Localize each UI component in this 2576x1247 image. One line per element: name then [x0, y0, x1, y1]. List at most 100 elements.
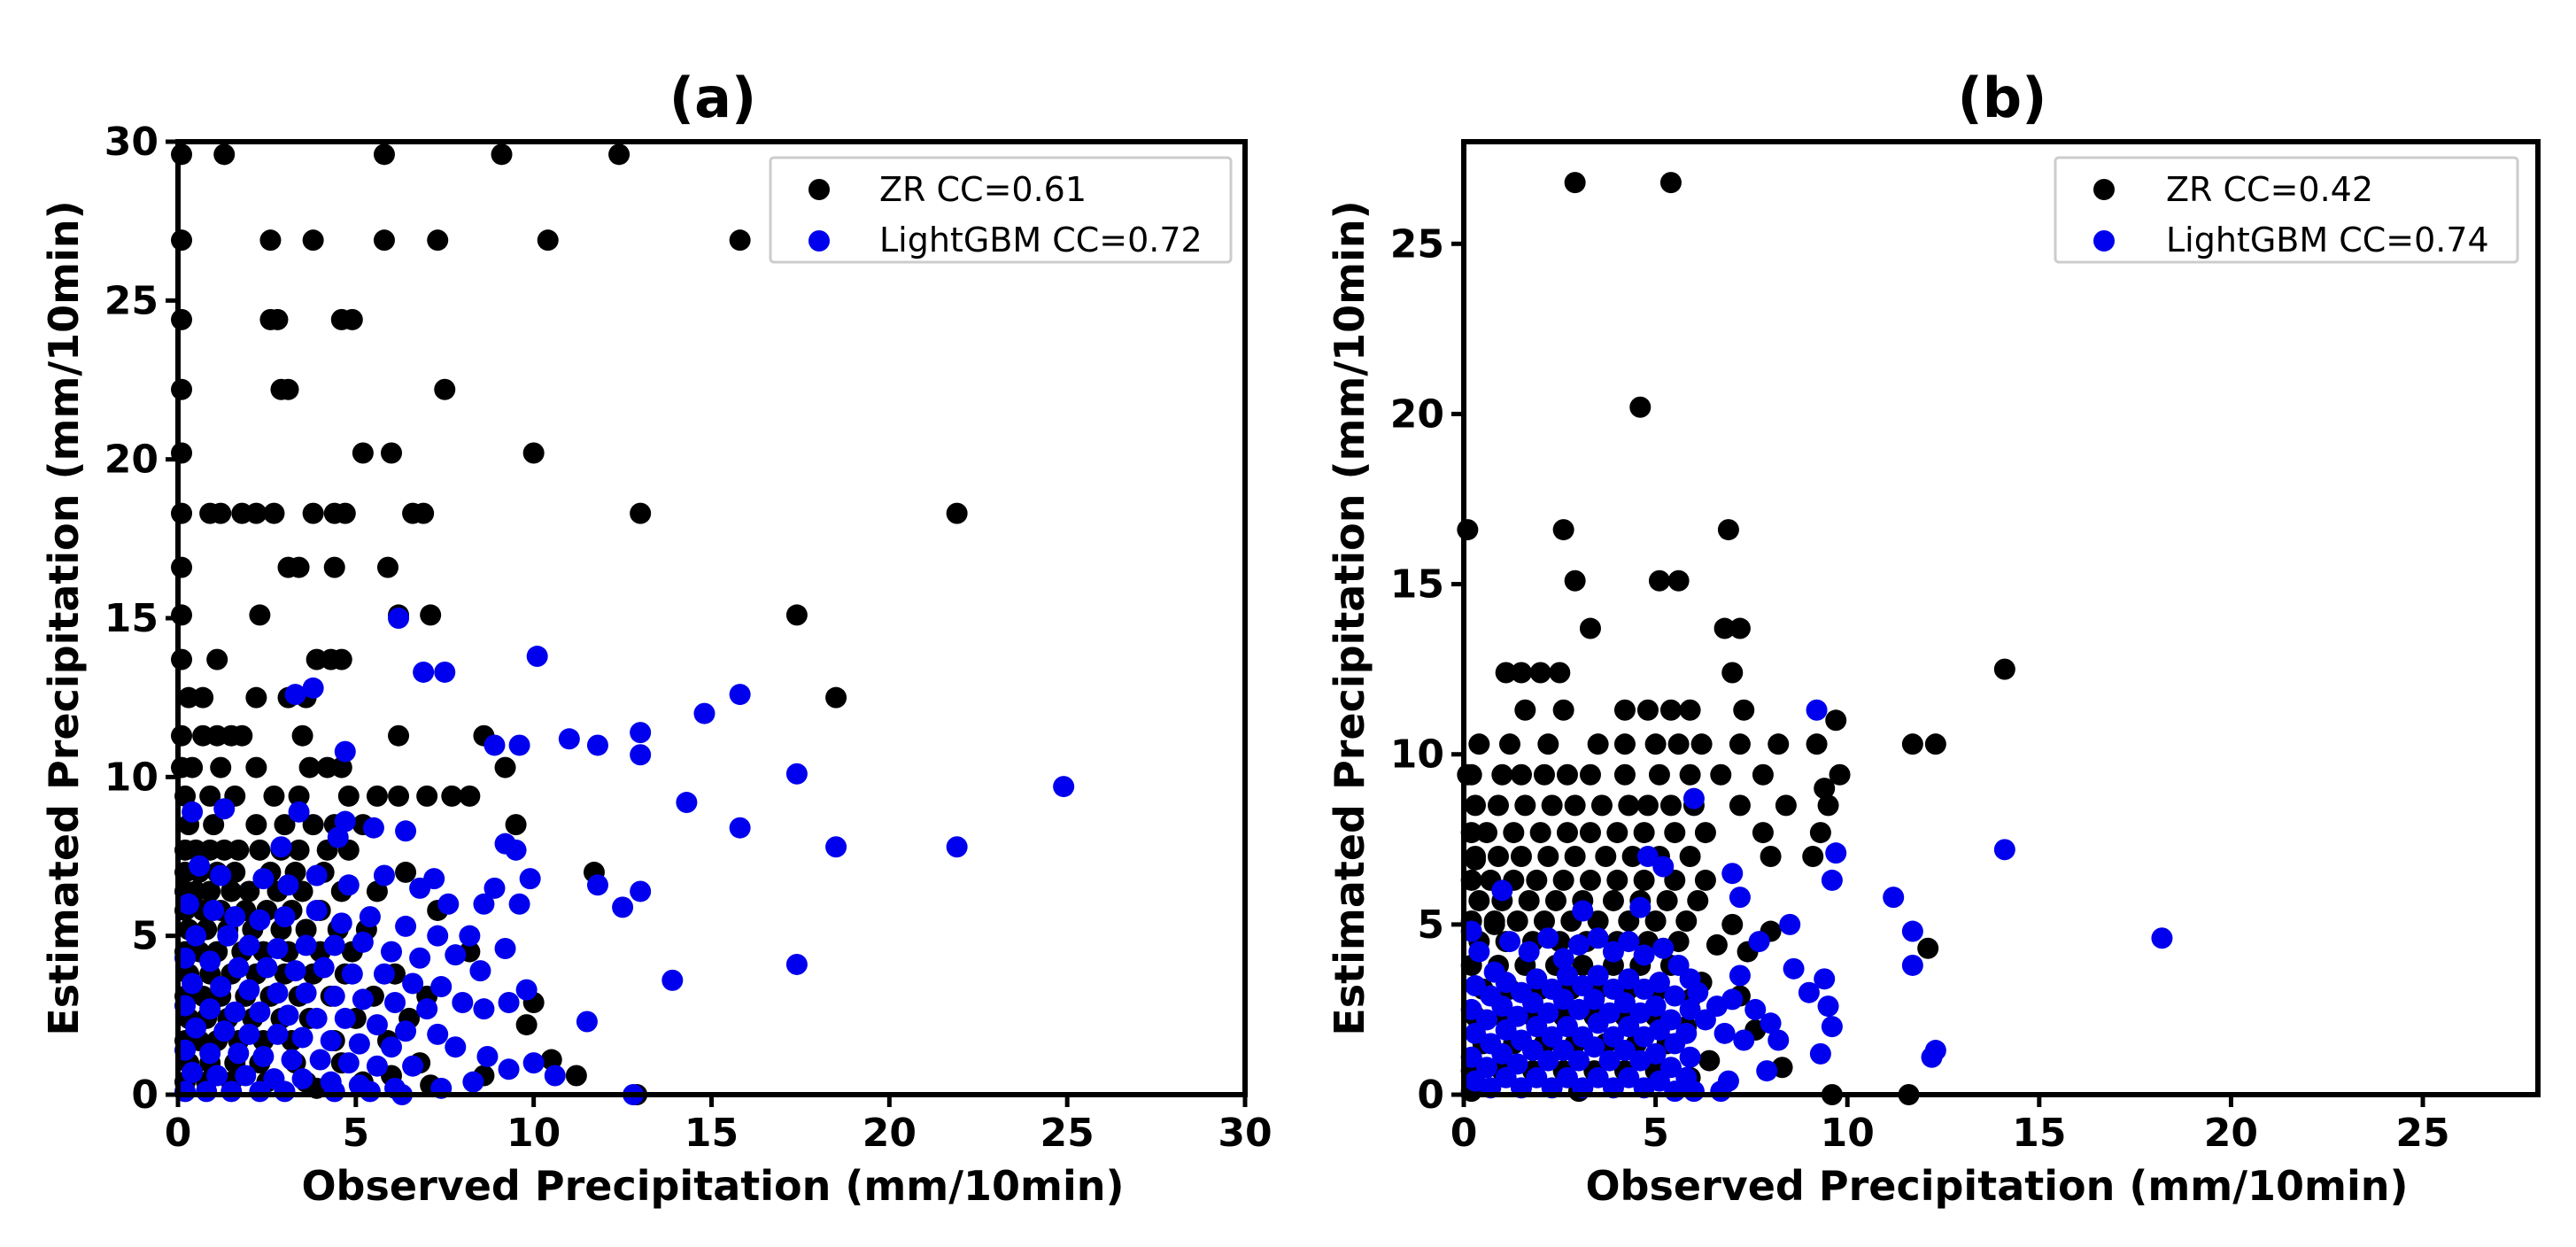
- panel-b-point-zr: [1901, 733, 1923, 755]
- panel-a-point-zr: [825, 686, 847, 709]
- panel-a-point-zr: [171, 229, 193, 252]
- panel-a-point-lightgbm: [323, 985, 345, 1007]
- panel-a-point-lightgbm: [381, 941, 402, 963]
- panel-a-point-zr: [288, 839, 310, 861]
- panel-a-point-zr: [210, 502, 232, 524]
- panel-b-point-lightgbm: [1644, 995, 1667, 1018]
- panel-a-point-lightgbm: [281, 1049, 303, 1071]
- panel-b-point-zr: [1733, 699, 1755, 721]
- panel-a-point-lightgbm: [445, 1036, 467, 1058]
- panel-a-point-lightgbm: [224, 1001, 246, 1023]
- panel-b-point-zr: [1752, 822, 1774, 844]
- panel-a-point-lightgbm: [306, 899, 328, 921]
- panel-a-point-lightgbm: [337, 1052, 360, 1074]
- panel-a-point-zr: [395, 861, 417, 883]
- panel-a-point-lightgbm: [430, 976, 453, 998]
- panel-b-point-lightgbm: [1629, 896, 1652, 918]
- panel-b-point-lightgbm: [1552, 988, 1574, 1011]
- panel-b-point-lightgbm: [1587, 1012, 1609, 1034]
- panel-b-point-zr: [1495, 662, 1517, 684]
- panel-a-point-lightgbm: [729, 817, 751, 839]
- panel-a-point-lightgbm: [508, 734, 530, 756]
- panel-b-point-zr: [1993, 658, 2015, 680]
- panel-b-x-tick-label: 15: [2012, 1111, 2066, 1156]
- panel-a-point-lightgbm: [238, 979, 260, 1001]
- panel-a-point-zr: [210, 756, 232, 778]
- panel-b-point-zr: [1690, 733, 1713, 755]
- panel-b-point-zr: [1564, 172, 1586, 194]
- panel-a-y-tick-label: 0: [131, 1073, 159, 1118]
- panel-b-point-zr: [1464, 848, 1486, 871]
- panel-a-point-lightgbm: [395, 1020, 417, 1042]
- panel-b-point-zr: [1529, 662, 1551, 684]
- panel-b-point-lightgbm: [1464, 1022, 1486, 1044]
- panel-b-point-zr: [1526, 869, 1548, 891]
- panel-a-x-tick-label: 10: [507, 1111, 561, 1156]
- panel-a-point-lightgbm: [295, 934, 317, 957]
- panel-b-y-tick-label: 15: [1390, 562, 1444, 608]
- panel-b-ticks: 0 5 10 15 20 25 0 5 10 15 20 25: [1390, 221, 2450, 1156]
- panel-a-point-zr: [302, 229, 324, 252]
- panel-a-point-zr: [259, 229, 282, 252]
- panel-a-point-lightgbm: [302, 677, 324, 699]
- panel-a-point-lightgbm: [277, 874, 299, 896]
- panel-a-point-lightgbm: [182, 972, 204, 995]
- panel-a-y-tick-label: 15: [104, 596, 159, 641]
- panel-b-y-axis-label: Estimated Precipitation (mm/10min): [1326, 200, 1373, 1035]
- panel-b-point-lightgbm: [1814, 968, 1836, 990]
- panel-a-point-lightgbm: [320, 1030, 342, 1052]
- panel-a-x-axis-label: Observed Precipitation (mm/10min): [301, 1162, 1124, 1210]
- panel-a-point-lightgbm: [359, 906, 381, 928]
- panel-a-point-zr: [505, 814, 527, 836]
- panel-b-point-zr: [1721, 913, 1744, 935]
- panel-a-point-lightgbm: [558, 728, 580, 750]
- panel-b-point-zr: [1613, 733, 1636, 755]
- panel-b-point-zr: [1814, 778, 1836, 800]
- panel-a-point-lightgbm: [515, 979, 538, 1001]
- panel-b-legend-box: [2054, 156, 2519, 264]
- panel-b-point-zr: [1679, 846, 1701, 867]
- panel-b-point-lightgbm: [1760, 1012, 1782, 1034]
- panel-b-point-zr: [1602, 889, 1624, 911]
- panel-b-point-zr: [1621, 846, 1644, 867]
- panel-b-point-lightgbm: [1537, 1049, 1559, 1072]
- panel-a-legend-marker-zr: [808, 179, 830, 200]
- panel-b-point-zr: [1579, 617, 1601, 639]
- panel-a-point-lightgbm: [413, 661, 435, 683]
- panel-b-point-lightgbm: [1521, 992, 1543, 1014]
- panel-a-point-lightgbm: [366, 1055, 388, 1077]
- panel-b-point-lightgbm: [1883, 887, 1905, 909]
- panel-a-point-zr: [416, 785, 438, 807]
- panel-a-point-lightgbm: [309, 1049, 331, 1071]
- panel-b-title: (b): [1957, 66, 2046, 130]
- panel-b-point-zr: [1659, 794, 1682, 817]
- panel-b-point-zr: [1487, 846, 1509, 867]
- panel-a-point-lightgbm: [395, 820, 417, 842]
- panel-b-point-lightgbm: [1733, 1029, 1755, 1051]
- panel-a-point-zr: [334, 502, 356, 524]
- panel-a-point-zr: [192, 686, 214, 709]
- panel-b-point-zr: [1633, 869, 1655, 891]
- panel-a-point-lightgbm: [334, 1007, 356, 1029]
- panel-b-point-zr: [1483, 913, 1505, 935]
- panel-b-point-lightgbm: [1491, 1042, 1513, 1065]
- panel-a-point-lightgbm: [483, 877, 506, 899]
- panel-b-point-lightgbm: [1664, 985, 1686, 1007]
- panel-a-point-lightgbm: [402, 1055, 424, 1077]
- panel-a-point-lightgbm: [494, 833, 516, 855]
- panel-b-legend-marker-lightgbm: [2093, 230, 2115, 252]
- panel-b-x-tick-label: 5: [1642, 1111, 1669, 1156]
- panel-a-point-lightgbm: [238, 934, 260, 957]
- panel-b-point-zr: [1706, 933, 1728, 956]
- panel-b-legend-label-lightgbm: LightGBM CC=0.74: [2166, 221, 2489, 259]
- panel-a-point-zr: [245, 756, 267, 778]
- panel-a-point-lightgbm: [437, 893, 460, 915]
- panel-b-point-lightgbm: [1648, 1070, 1670, 1092]
- panel-a-point-lightgbm: [508, 893, 530, 915]
- panel-a-point-zr: [434, 378, 456, 400]
- panel-a-point-lightgbm: [476, 1045, 499, 1067]
- panel-b-point-zr: [1802, 846, 1824, 867]
- panel-b-point-lightgbm: [1521, 1040, 1543, 1062]
- panel-a-point-lightgbm: [313, 957, 335, 979]
- panel-a-point-zr: [199, 880, 221, 902]
